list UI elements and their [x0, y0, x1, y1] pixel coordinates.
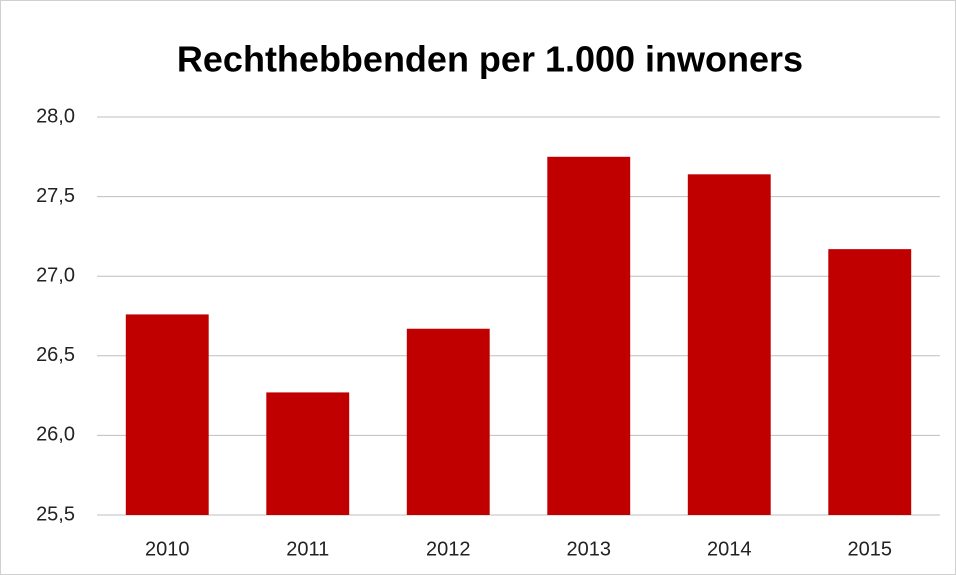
- x-tick-label: 2011: [286, 538, 329, 560]
- x-tick-label: 2010: [145, 538, 190, 560]
- chart-title: Rechthebbenden per 1.000 inwoners: [177, 39, 803, 80]
- bar: [406, 328, 490, 515]
- y-tick-label: 25,5: [36, 503, 75, 525]
- y-tick-label: 27,5: [36, 185, 75, 207]
- bar: [547, 156, 631, 516]
- x-tick-label: 2015: [848, 538, 893, 560]
- y-tick-label: 26,0: [36, 424, 75, 446]
- bar: [125, 314, 209, 515]
- bar: [687, 174, 771, 515]
- x-tick-label: 2014: [707, 538, 752, 560]
- y-tick-label: 26,5: [36, 344, 75, 366]
- bar: [266, 392, 350, 515]
- y-tick-label: 27,0: [36, 264, 75, 286]
- x-tick-label: 2012: [426, 538, 471, 560]
- bar: [828, 249, 912, 516]
- y-tick-label: 28,0: [36, 105, 75, 127]
- x-tick-label: 2013: [567, 538, 612, 560]
